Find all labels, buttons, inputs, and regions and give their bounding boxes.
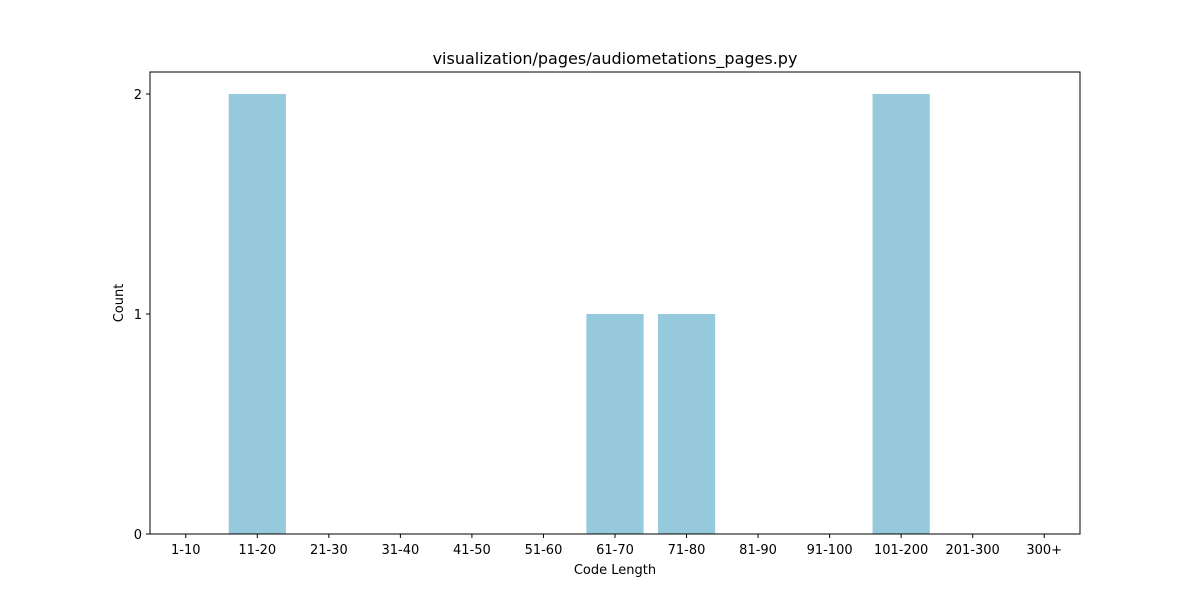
x-tick-label: 71-80 — [668, 543, 706, 558]
x-tick-label: 41-50 — [453, 543, 491, 558]
x-tick-label: 91-100 — [807, 543, 853, 558]
x-tick-label: 1-10 — [171, 543, 201, 558]
x-tick-label: 51-60 — [525, 543, 563, 558]
bar-71-80 — [657, 314, 716, 534]
x-tick-label: 61-70 — [596, 543, 634, 558]
bar-101-200 — [872, 94, 930, 534]
bar-61-70 — [586, 314, 644, 534]
y-tick-label: 1 — [134, 308, 142, 323]
y-tick-label: 2 — [134, 88, 142, 103]
x-tick-label: 21-30 — [310, 543, 348, 558]
x-tick-label: 11-20 — [238, 543, 276, 558]
y-axis-label: Count — [112, 284, 127, 323]
y-axis-ticks: 0 1 2 — [134, 88, 150, 543]
x-tick-label: 81-90 — [739, 543, 777, 558]
chart-title: visualization/pages/audiometations_pages… — [433, 49, 798, 69]
x-tick-label: 31-40 — [381, 543, 419, 558]
x-tick-label: 101-200 — [874, 543, 928, 558]
x-tick-label: 201-300 — [946, 543, 1000, 558]
bar-11-20 — [228, 94, 286, 534]
x-tick-label: 300+ — [1026, 543, 1062, 558]
y-tick-label: 0 — [134, 528, 142, 543]
x-axis-ticks: 1-10 11-20 21-30 31-40 41-50 51-60 61-70 71-80 8… — [171, 534, 1062, 558]
bars-group — [228, 94, 930, 534]
x-axis-label: Code Length — [574, 563, 656, 578]
